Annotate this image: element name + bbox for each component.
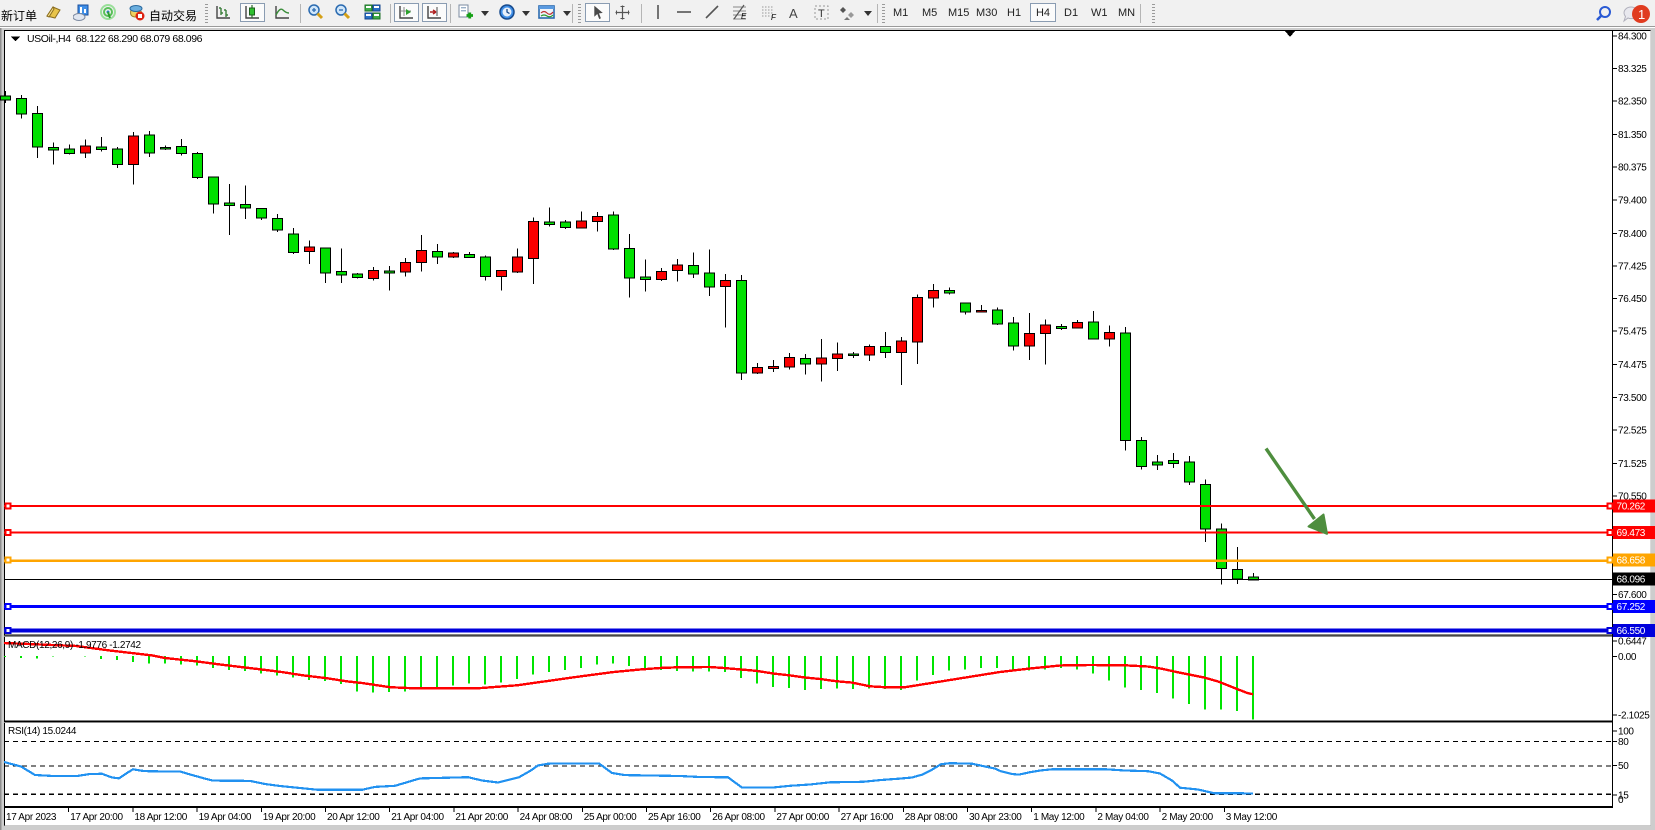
svg-text:69.473: 69.473 xyxy=(1617,528,1646,539)
svg-text:T: T xyxy=(818,8,825,20)
svg-text:50: 50 xyxy=(1618,761,1629,772)
svg-text:17 Apr 2023: 17 Apr 2023 xyxy=(6,812,57,823)
svg-text:77.425: 77.425 xyxy=(1618,262,1647,273)
svg-text:83.325: 83.325 xyxy=(1618,64,1647,75)
svg-text:F: F xyxy=(771,13,777,21)
svg-text:71.525: 71.525 xyxy=(1618,459,1647,470)
svg-text:25 Apr 16:00: 25 Apr 16:00 xyxy=(648,812,701,823)
svg-text:27 Apr 16:00: 27 Apr 16:00 xyxy=(841,812,894,823)
svg-text:70.262: 70.262 xyxy=(1617,502,1646,513)
svg-text:USOil-,H4 68.122 68.290 68.07: USOil-,H4 68.122 68.290 68.079 68.096 xyxy=(27,33,203,45)
svg-text:15: 15 xyxy=(1618,791,1629,802)
svg-text:66.550: 66.550 xyxy=(1617,626,1646,637)
svg-text:0.00: 0.00 xyxy=(1618,652,1637,663)
svg-text:18 Apr 12:00: 18 Apr 12:00 xyxy=(134,812,187,823)
svg-text:79.400: 79.400 xyxy=(1618,196,1647,207)
svg-text:25 Apr 00:00: 25 Apr 00:00 xyxy=(584,812,637,823)
svg-text:72.525: 72.525 xyxy=(1618,426,1647,437)
svg-text:74.475: 74.475 xyxy=(1618,360,1647,371)
svg-text:19 Apr 20:00: 19 Apr 20:00 xyxy=(263,812,316,823)
svg-text:75.475: 75.475 xyxy=(1618,327,1647,338)
svg-text:100: 100 xyxy=(1618,727,1634,738)
svg-text:17 Apr 20:00: 17 Apr 20:00 xyxy=(70,812,123,823)
svg-text:73.500: 73.500 xyxy=(1618,393,1647,404)
svg-text:2 May 04:00: 2 May 04:00 xyxy=(1097,812,1149,823)
svg-text:3 May 12:00: 3 May 12:00 xyxy=(1226,812,1278,823)
svg-text:76.450: 76.450 xyxy=(1618,294,1647,305)
svg-text:0: 0 xyxy=(1618,795,1624,806)
svg-text:26 Apr 08:00: 26 Apr 08:00 xyxy=(712,812,765,823)
svg-text:21 Apr 20:00: 21 Apr 20:00 xyxy=(455,812,508,823)
svg-text:E: E xyxy=(741,12,747,21)
svg-text:20 Apr 12:00: 20 Apr 12:00 xyxy=(327,812,380,823)
svg-text:28 Apr 08:00: 28 Apr 08:00 xyxy=(905,812,958,823)
svg-text:30 Apr 23:00: 30 Apr 23:00 xyxy=(969,812,1022,823)
svg-text:78.400: 78.400 xyxy=(1618,229,1647,240)
svg-text:27 Apr 00:00: 27 Apr 00:00 xyxy=(776,812,829,823)
svg-text:21 Apr 04:00: 21 Apr 04:00 xyxy=(391,812,444,823)
svg-text:80.375: 80.375 xyxy=(1618,163,1647,174)
svg-text:-2.1025: -2.1025 xyxy=(1618,711,1650,722)
svg-text:80: 80 xyxy=(1618,737,1629,748)
svg-text:1: 1 xyxy=(1638,7,1645,22)
svg-text:82.350: 82.350 xyxy=(1618,97,1647,108)
svg-text:RSI(14) 15.0244: RSI(14) 15.0244 xyxy=(8,726,77,737)
svg-text:2 May 20:00: 2 May 20:00 xyxy=(1162,812,1214,823)
svg-text:68.096: 68.096 xyxy=(1617,575,1646,586)
svg-text:24 Apr 08:00: 24 Apr 08:00 xyxy=(520,812,573,823)
svg-text:70.550: 70.550 xyxy=(1618,492,1647,503)
svg-text:67.600: 67.600 xyxy=(1618,590,1647,601)
svg-text:81.350: 81.350 xyxy=(1618,130,1647,141)
svg-text:0.6447: 0.6447 xyxy=(1618,637,1647,648)
svg-text:84.300: 84.300 xyxy=(1618,32,1647,43)
svg-text:MACD(12,26,9) -1.9776 -1.2742: MACD(12,26,9) -1.9776 -1.2742 xyxy=(8,640,141,651)
svg-text:68.658: 68.658 xyxy=(1617,556,1646,567)
svg-text:19 Apr 04:00: 19 Apr 04:00 xyxy=(199,812,252,823)
svg-text:67.252: 67.252 xyxy=(1617,602,1646,613)
svg-text:1 May 12:00: 1 May 12:00 xyxy=(1033,812,1085,823)
